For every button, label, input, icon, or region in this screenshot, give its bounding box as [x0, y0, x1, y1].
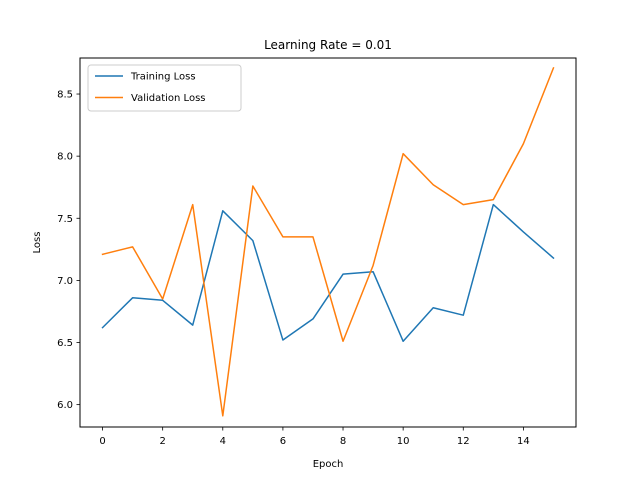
x-tick-label: 2 [159, 436, 165, 447]
x-tick-label: 4 [220, 436, 226, 447]
plot-area [101, 66, 555, 417]
y-tick-label: 6.0 [57, 400, 73, 411]
x-tick-label: 8 [340, 436, 346, 447]
y-tick-label: 6.5 [57, 338, 73, 349]
y-axis-label: Loss [32, 232, 43, 254]
plot-frame [79, 57, 577, 428]
y-tick-label: 8.5 [57, 90, 73, 101]
series-line-0 [101, 203, 555, 343]
legend-label-0: Training Loss [130, 72, 196, 83]
x-tick-label: 10 [397, 436, 410, 447]
legend-box [87, 64, 242, 112]
series-line-1 [101, 66, 555, 417]
chart-title: Learning Rate = 0.01 [264, 38, 392, 52]
y-tick-label: 7.5 [57, 214, 73, 225]
legend: Training Loss Validation Loss [87, 64, 242, 112]
x-axis-label: Epoch [313, 459, 344, 470]
y-tick-label: 8.0 [57, 152, 73, 163]
y-tick-label: 7.0 [57, 276, 73, 287]
x-tick-label: 6 [280, 436, 286, 447]
legend-label-1: Validation Loss [131, 93, 206, 104]
x-axis: 0 2 4 6 8 10 12 14 [99, 427, 530, 447]
x-tick-label: 0 [99, 436, 105, 447]
y-axis: 6.0 6.5 7.0 7.5 8.0 8.5 [57, 90, 80, 411]
x-tick-label: 12 [457, 436, 470, 447]
x-tick-label: 14 [517, 436, 530, 447]
